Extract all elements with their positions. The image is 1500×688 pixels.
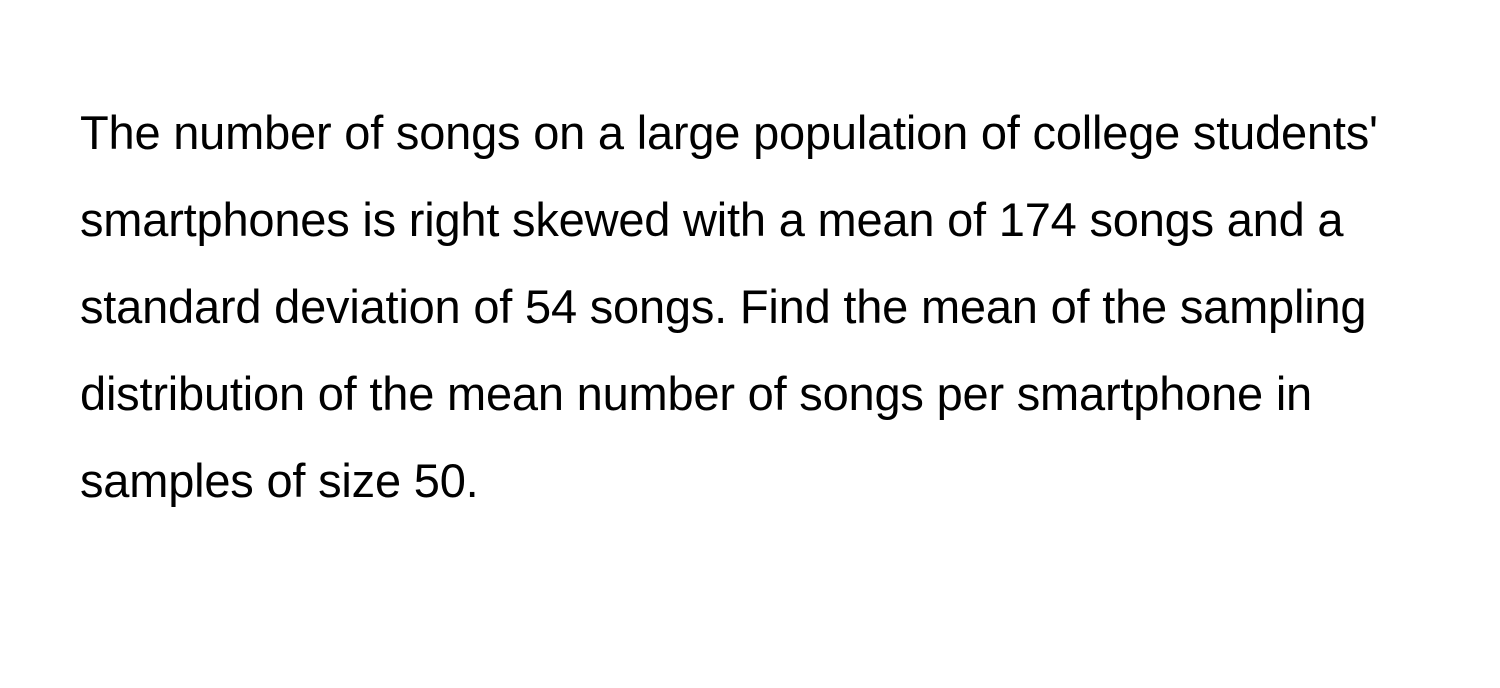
question-text: The number of songs on a large populatio… [80, 90, 1420, 525]
